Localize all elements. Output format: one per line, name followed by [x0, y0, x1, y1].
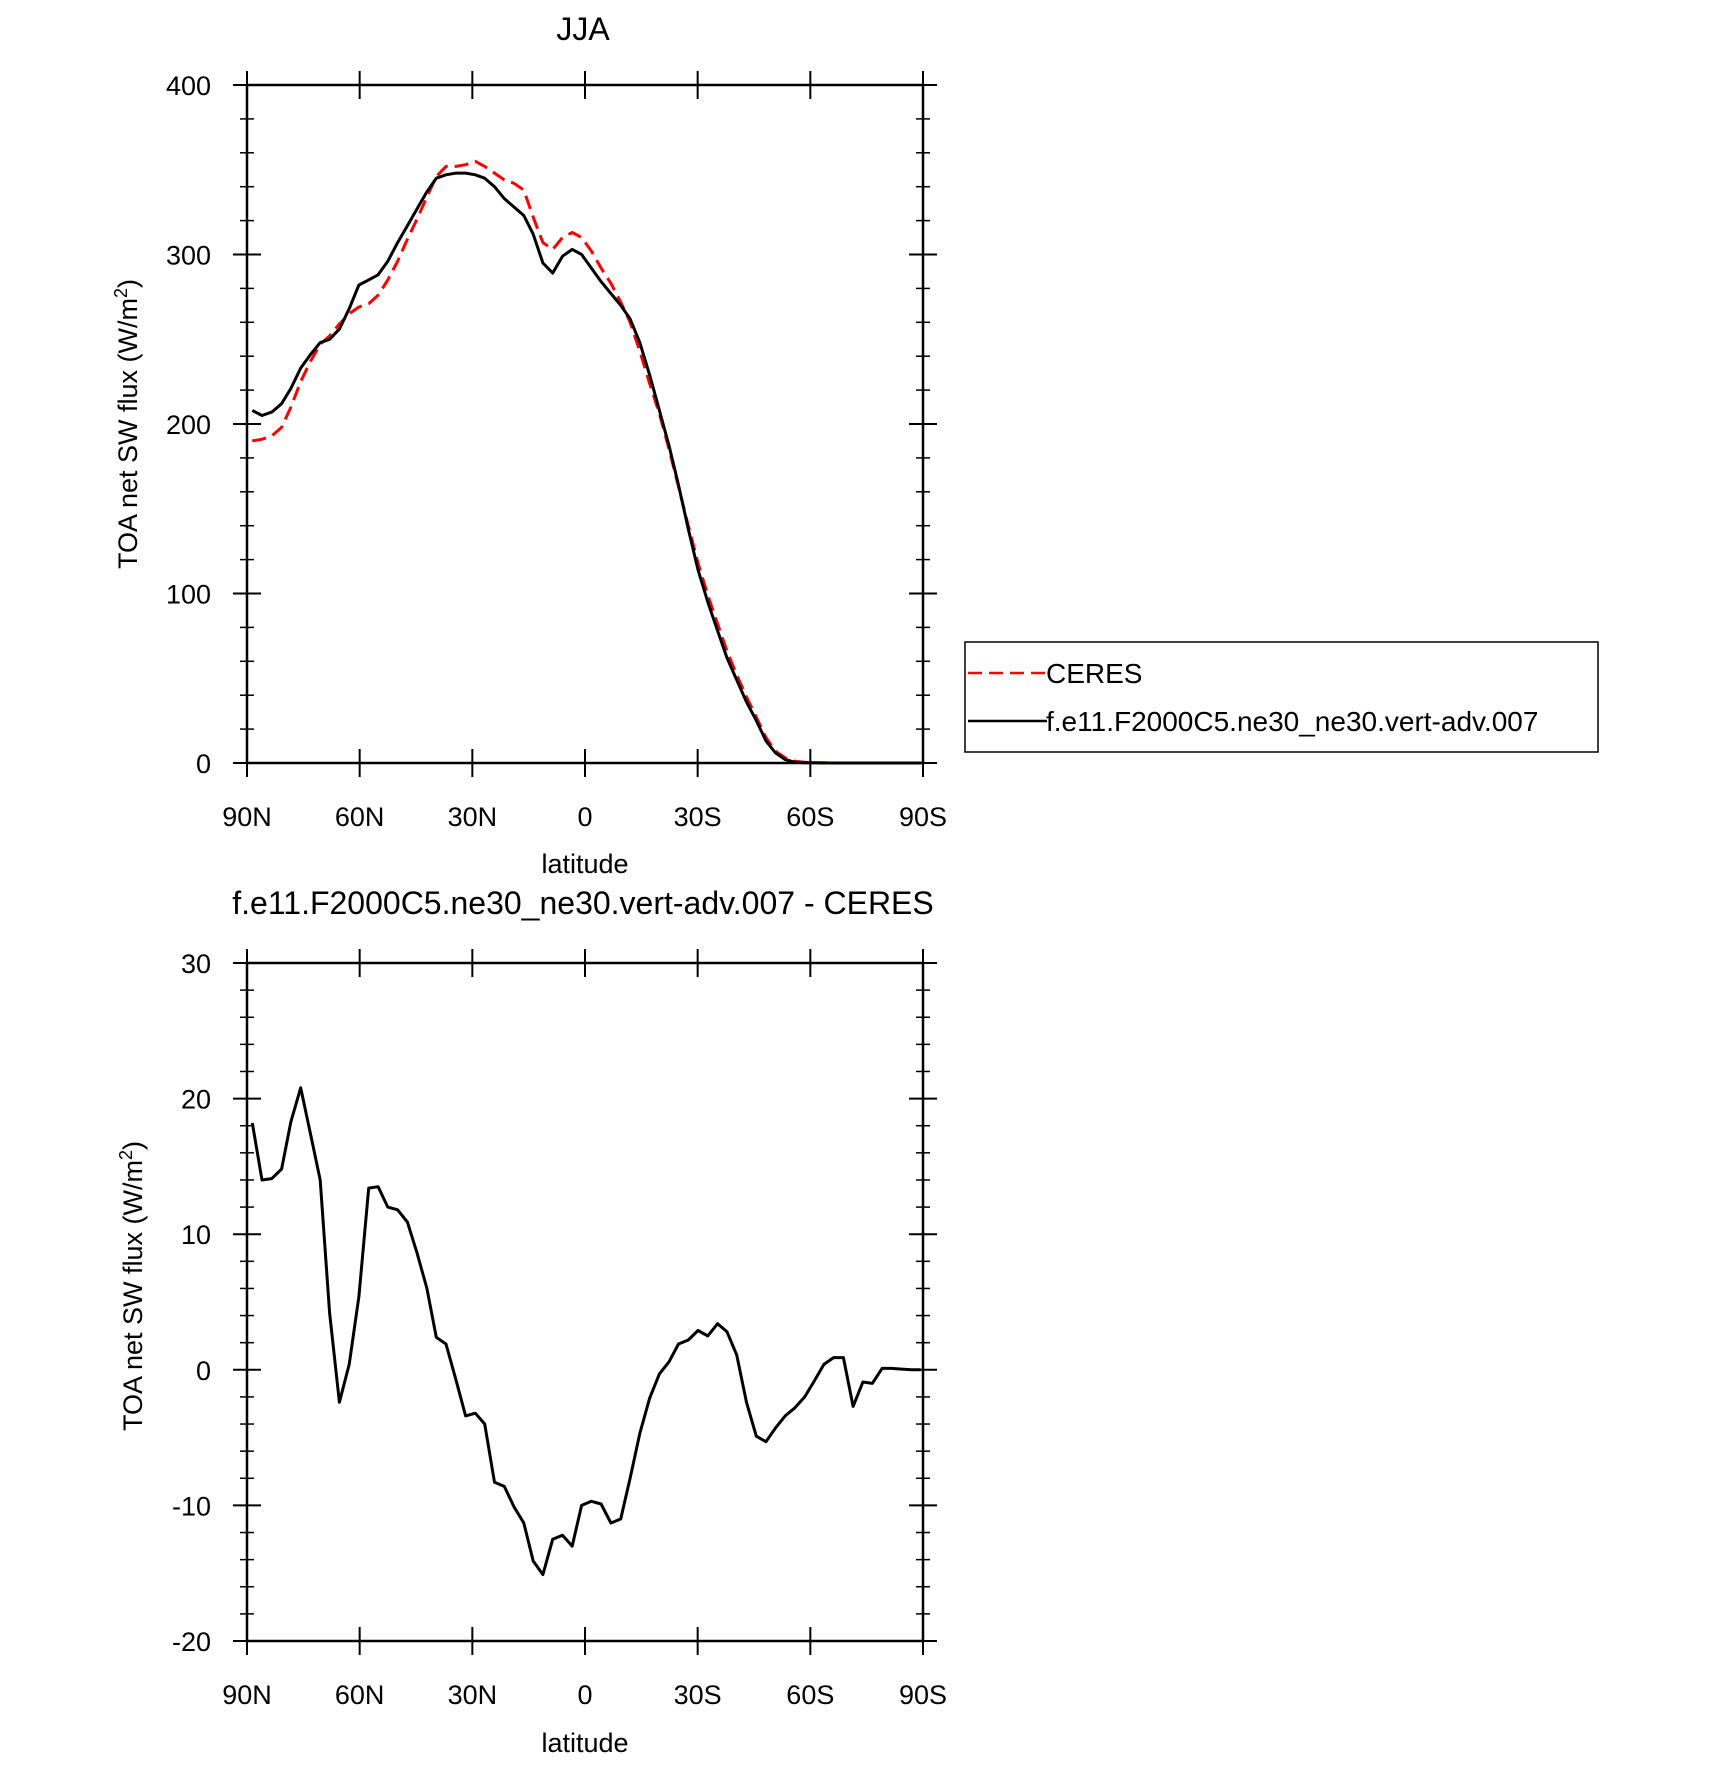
top-ytick-label: 0 [196, 749, 211, 779]
bottom-axis-ticks: -20 -10 0 10 20 30 90N 60N 30N 0 30S 60S 90S [172, 949, 947, 1710]
bottom-xaxis-title: latitude [541, 1728, 628, 1758]
top-xtick-label: 90S [899, 802, 947, 832]
bottom-series-line-0 [250, 1086, 921, 1577]
top-panel: JJA 0 100 200 300 400 90N 60N 30N 0 30S 60S 90S lat… [111, 11, 1599, 879]
top-plot-frame [245, 83, 925, 765]
top-xtick-label: 0 [577, 802, 592, 832]
top-plot-title: JJA [556, 11, 610, 47]
bottom-xtick-label: 60N [335, 1680, 385, 1710]
bottom-ytick-label: 10 [181, 1220, 211, 1250]
legend-label-ceres: CERES [1046, 658, 1142, 689]
bottom-yaxis-title-main: TOA net SW flux (W/m [118, 1160, 148, 1431]
legend-label-model: f.e11.F2000C5.ne30_ne30.vert-adv.007 [1046, 706, 1538, 737]
bottom-xtick-label: 30S [674, 1680, 722, 1710]
bottom-xtick-label: 90S [899, 1680, 947, 1710]
top-ytick-label: 100 [166, 580, 211, 610]
bottom-yaxis-title-close: ) [118, 1141, 148, 1150]
top-xtick-label: 30N [448, 802, 498, 832]
bottom-ytick-label: 30 [181, 949, 211, 979]
bottom-plot-title: f.e11.F2000C5.ne30_ne30.vert-adv.007 - C… [232, 885, 933, 921]
legend-box [964, 641, 1599, 753]
top-ytick-label: 200 [166, 410, 211, 440]
bottom-xtick-label: 0 [577, 1680, 592, 1710]
top-yaxis-title-close: ) [113, 279, 143, 288]
top-xtick-label: 60S [786, 802, 834, 832]
top-xtick-label: 90N [222, 802, 272, 832]
top-ytick-label: 300 [166, 241, 211, 271]
top-axis-ticks: 0 100 200 300 400 90N 60N 30N 0 30S 60S 90S [166, 71, 947, 832]
bottom-yaxis-title-sup: 2 [116, 1150, 136, 1160]
legend: CERES f.e11.F2000C5.ne30_ne30.vert-adv.0… [964, 641, 1599, 753]
top-yaxis-title: TOA net SW flux (W/m2) [111, 279, 143, 569]
bottom-yaxis-title: TOA net SW flux (W/m2) [116, 1141, 148, 1431]
top-yaxis-title-main: TOA net SW flux (W/m [113, 298, 143, 569]
top-series-line-0 [252, 159, 921, 765]
top-xtick-label: 30S [674, 802, 722, 832]
top-yaxis-title-sup: 2 [111, 288, 131, 298]
bottom-xtick-label: 90N [222, 1680, 272, 1710]
bottom-panel: f.e11.F2000C5.ne30_ne30.vert-adv.007 - C… [116, 885, 947, 1758]
top-series-line-1 [251, 171, 921, 765]
bottom-xtick-label: 60S [786, 1680, 834, 1710]
bottom-ytick-label: 0 [196, 1356, 211, 1386]
top-ytick-label: 400 [166, 71, 211, 101]
top-xtick-label: 60N [335, 802, 385, 832]
bottom-xtick-label: 30N [448, 1680, 498, 1710]
bottom-series-lines [250, 1086, 921, 1577]
top-xaxis-title: latitude [541, 849, 628, 879]
bottom-ytick-label: -10 [172, 1491, 211, 1521]
bottom-ytick-label: 20 [181, 1085, 211, 1115]
bottom-ytick-label: -20 [172, 1627, 211, 1657]
top-series-lines [251, 159, 921, 765]
bottom-plot-frame [245, 961, 925, 1643]
